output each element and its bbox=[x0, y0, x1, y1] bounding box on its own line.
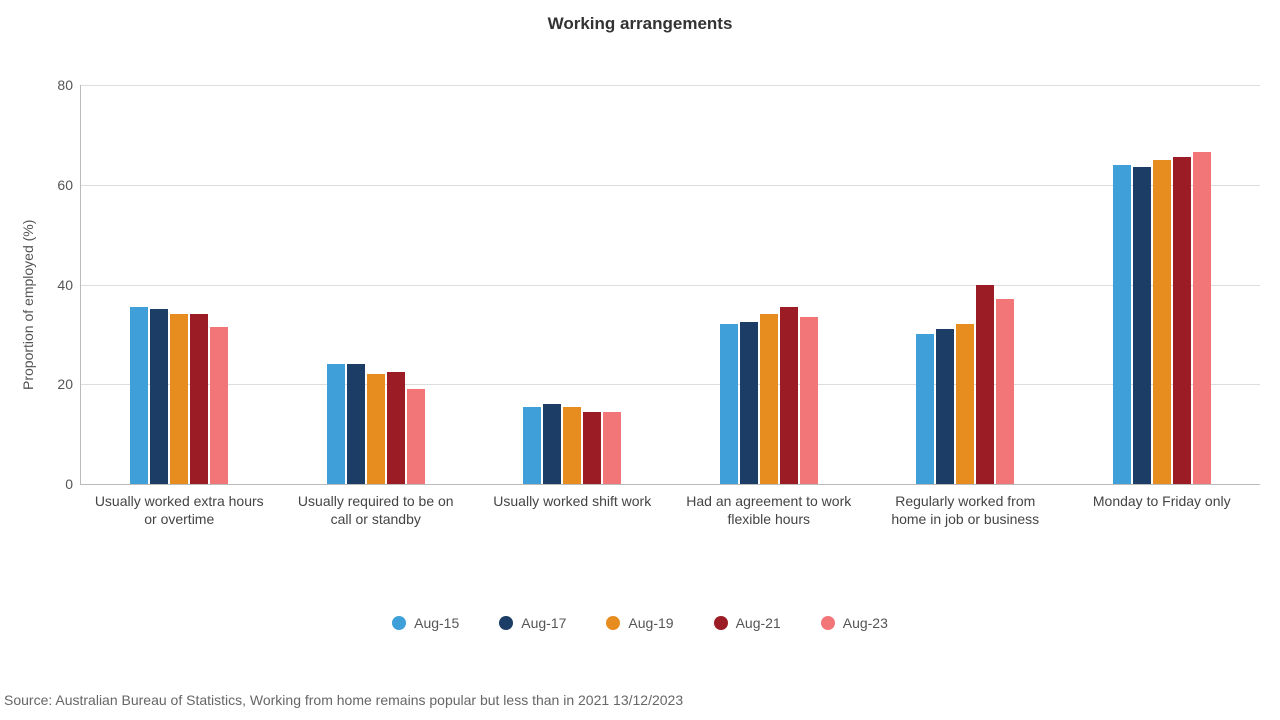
bar bbox=[603, 412, 621, 484]
bar bbox=[976, 285, 994, 485]
plot-area: Usually worked extra hours or overtimeUs… bbox=[80, 85, 1260, 485]
bar bbox=[523, 407, 541, 484]
y-tick-label: 20 bbox=[57, 376, 81, 392]
bar bbox=[367, 374, 385, 484]
bar bbox=[543, 404, 561, 484]
bar bbox=[190, 314, 208, 484]
bar-group: Usually required to be on call or standb… bbox=[278, 85, 475, 484]
bar bbox=[407, 389, 425, 484]
bar-group: Monday to Friday only bbox=[1064, 85, 1261, 484]
y-tick-label: 80 bbox=[57, 77, 81, 93]
bar bbox=[327, 364, 345, 484]
bar bbox=[936, 329, 954, 484]
category-label: Usually required to be on call or standb… bbox=[278, 484, 475, 528]
source-text: Source: Australian Bureau of Statistics,… bbox=[0, 692, 683, 708]
legend-label: Aug-21 bbox=[736, 615, 781, 631]
bar bbox=[996, 299, 1014, 484]
bar bbox=[1133, 167, 1151, 484]
bar bbox=[130, 307, 148, 484]
legend-label: Aug-23 bbox=[843, 615, 888, 631]
chart-title: Working arrangements bbox=[0, 0, 1280, 34]
legend-item: Aug-19 bbox=[606, 615, 673, 631]
legend-swatch bbox=[499, 616, 513, 630]
legend-swatch bbox=[392, 616, 406, 630]
y-tick-label: 0 bbox=[65, 476, 81, 492]
category-label: Had an agreement to work flexible hours bbox=[671, 484, 868, 528]
legend-item: Aug-23 bbox=[821, 615, 888, 631]
bar-group: Had an agreement to work flexible hours bbox=[671, 85, 868, 484]
bar bbox=[1173, 157, 1191, 484]
bar-group: Usually worked extra hours or overtime bbox=[81, 85, 278, 484]
legend-swatch bbox=[714, 616, 728, 630]
bar bbox=[347, 364, 365, 484]
bar bbox=[780, 307, 798, 484]
legend-swatch bbox=[821, 616, 835, 630]
legend-item: Aug-15 bbox=[392, 615, 459, 631]
bar bbox=[720, 324, 738, 484]
legend-item: Aug-17 bbox=[499, 615, 566, 631]
category-label: Usually worked extra hours or overtime bbox=[81, 484, 278, 528]
category-label: Usually worked shift work bbox=[474, 484, 671, 510]
bar bbox=[800, 317, 818, 484]
legend-label: Aug-15 bbox=[414, 615, 459, 631]
bar bbox=[1153, 160, 1171, 484]
y-tick-label: 40 bbox=[57, 277, 81, 293]
bar bbox=[956, 324, 974, 484]
legend-swatch bbox=[606, 616, 620, 630]
legend: Aug-15 Aug-17 Aug-19 Aug-21 Aug-23 bbox=[0, 615, 1280, 631]
category-label: Regularly worked from home in job or bus… bbox=[867, 484, 1064, 528]
bar bbox=[387, 372, 405, 484]
bar bbox=[563, 407, 581, 484]
bar bbox=[210, 327, 228, 484]
legend-label: Aug-17 bbox=[521, 615, 566, 631]
y-axis-label: Proportion of employed (%) bbox=[20, 220, 36, 390]
bar bbox=[760, 314, 778, 484]
y-tick-label: 60 bbox=[57, 177, 81, 193]
bar-groups: Usually worked extra hours or overtimeUs… bbox=[81, 85, 1260, 484]
bar bbox=[583, 412, 601, 484]
bar bbox=[150, 309, 168, 484]
bar bbox=[1193, 152, 1211, 484]
bar bbox=[170, 314, 188, 484]
legend-label: Aug-19 bbox=[628, 615, 673, 631]
bar bbox=[740, 322, 758, 484]
category-label: Monday to Friday only bbox=[1064, 484, 1261, 510]
bar-group: Regularly worked from home in job or bus… bbox=[867, 85, 1064, 484]
bar-group: Usually worked shift work bbox=[474, 85, 671, 484]
bar bbox=[916, 334, 934, 484]
bar bbox=[1113, 165, 1131, 484]
legend-item: Aug-21 bbox=[714, 615, 781, 631]
